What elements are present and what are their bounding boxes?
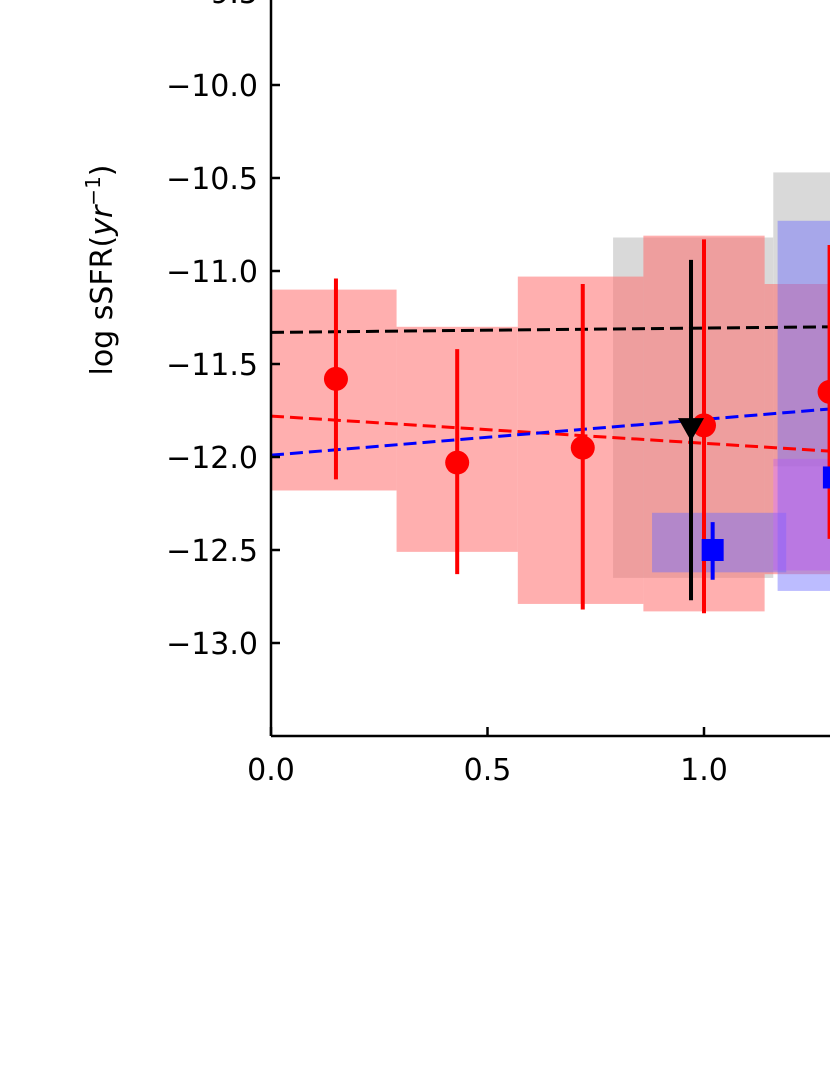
shaded-bin-10 xyxy=(773,458,830,571)
y-axis-title-main: log sSFR( xyxy=(85,236,120,376)
data-point-3-1 xyxy=(701,539,724,561)
y-tick-label-2: −12.5 xyxy=(166,534,258,569)
y-tick-label-5: −11.0 xyxy=(166,255,258,290)
shaded-bin-8 xyxy=(777,220,830,591)
data-point-1-2 xyxy=(445,450,470,475)
y-axis-title-close: ) xyxy=(85,164,120,176)
data-point-1-3 xyxy=(570,435,595,460)
ticks: −13.0 −12.5 −12.0 −11.5 −11.0 −10.5 −10.0 −9.5 0… xyxy=(166,0,728,788)
y-tick-label-1: −13.0 xyxy=(166,627,258,662)
data-point-1-5 xyxy=(817,379,830,404)
shaded-bins xyxy=(271,172,830,612)
y-tick-label-3: −12.0 xyxy=(166,441,258,476)
data-point-3-2 xyxy=(822,466,830,489)
y-axis-title-exponent: −1 xyxy=(81,176,105,205)
y-tick-label-6: −10.5 xyxy=(166,162,258,197)
y-axis-title-unit: yr xyxy=(85,204,120,237)
y-tick-label-8: −9.5 xyxy=(185,0,258,11)
shaded-bin-7 xyxy=(764,284,830,575)
data-point-2-1 xyxy=(678,418,705,442)
y-axis-title: log sSFR(yr−1) xyxy=(81,164,120,375)
y-tick-label-7: −10.0 xyxy=(166,69,258,104)
y-tick-label-4: −11.5 xyxy=(166,348,258,383)
axes xyxy=(269,0,830,738)
data-point-1-1 xyxy=(323,366,348,391)
x-tick-label-2: 0.5 xyxy=(464,753,512,788)
x-tick-label-3: 1.0 xyxy=(680,753,728,788)
x-tick-label-1: 0.0 xyxy=(247,753,295,788)
